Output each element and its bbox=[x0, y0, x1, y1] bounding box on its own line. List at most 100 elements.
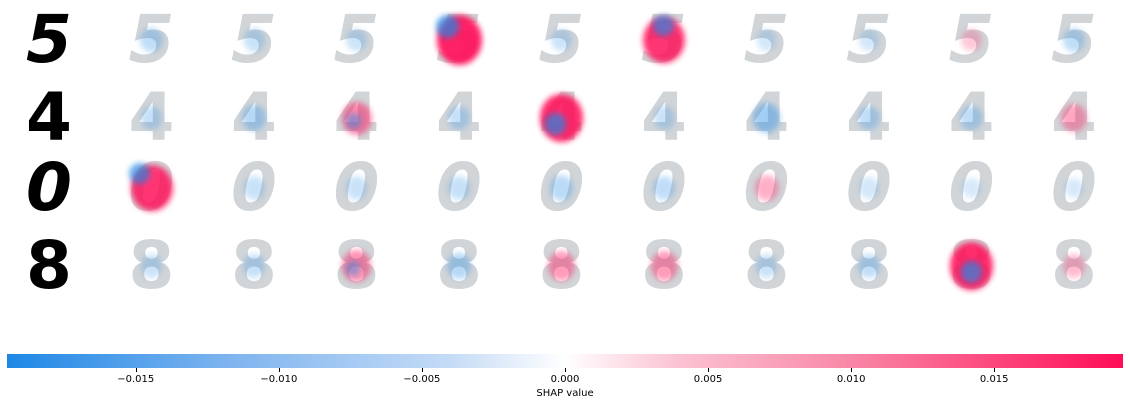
shap-map-cell: 0 bbox=[732, 153, 802, 223]
negative-shap-blob bbox=[960, 105, 983, 131]
negative-shap-blob bbox=[653, 15, 675, 37]
colorbar-tick-mark bbox=[708, 368, 710, 372]
shap-map-cell: 4 bbox=[937, 83, 1007, 153]
ghost-digit-glyph: 0 bbox=[846, 149, 892, 226]
ghost-digit-glyph: 5 bbox=[846, 1, 892, 78]
ghost-digit-glyph: 5 bbox=[231, 1, 277, 78]
shap-map-cell: 8 bbox=[629, 231, 699, 301]
negative-shap-blob bbox=[448, 106, 470, 130]
ghost-digit-glyph: 4 bbox=[333, 79, 380, 156]
negative-shap-blob bbox=[549, 175, 574, 201]
positive-shap-blob bbox=[961, 28, 982, 52]
digit-glyph: 0 bbox=[26, 149, 72, 226]
colorbar-tick-mark bbox=[565, 368, 566, 372]
negative-shap-blob bbox=[756, 29, 777, 51]
ghost-digit-glyph: 0 bbox=[231, 149, 277, 226]
shap-map-cell: 4 bbox=[629, 83, 699, 153]
shap-map-cell: 5 bbox=[732, 5, 802, 75]
negative-shap-blob bbox=[448, 176, 470, 200]
negative-shap-blob bbox=[346, 176, 367, 200]
negative-shap-blob bbox=[1062, 27, 1086, 53]
digit-glyph: 8 bbox=[26, 227, 72, 304]
shap-map-cell: 8 bbox=[117, 231, 187, 301]
ghost-digit-glyph: 5 bbox=[743, 1, 790, 78]
shap-map-cell: 4 bbox=[732, 83, 802, 153]
shap-map-cell: 4 bbox=[834, 83, 904, 153]
ghost-digit-glyph: 5 bbox=[128, 1, 175, 78]
ghost-digit-glyph: 0 bbox=[436, 149, 482, 226]
ghost-digit-glyph: 0 bbox=[743, 149, 790, 226]
ghost-digit-glyph: 4 bbox=[436, 79, 482, 156]
ghost-digit-glyph: 0 bbox=[641, 149, 687, 226]
original-digit-4: 4 bbox=[14, 83, 84, 153]
shap-map-cell: 8 bbox=[424, 231, 494, 301]
negative-shap-blob bbox=[128, 163, 150, 185]
shap-map-cell: 5 bbox=[527, 5, 597, 75]
original-digit-0: 0 bbox=[14, 153, 84, 223]
colorbar-tick-label: 0.000 bbox=[550, 374, 580, 385]
colorbar bbox=[7, 354, 1123, 368]
negative-shap-blob bbox=[243, 176, 265, 200]
negative-shap-blob bbox=[544, 113, 567, 135]
positive-shap-blob bbox=[341, 101, 372, 135]
ghost-digit-glyph: 4 bbox=[846, 79, 892, 156]
negative-shap-blob bbox=[436, 15, 459, 38]
negative-shap-blob bbox=[1064, 177, 1084, 199]
shap-map-cell: 4 bbox=[424, 83, 494, 153]
shap-map-cell: 5 bbox=[1039, 5, 1109, 75]
colorbar-tick-label: 0.015 bbox=[979, 374, 1009, 385]
shap-map-cell: 8 bbox=[219, 231, 289, 301]
negative-shap-blob bbox=[141, 254, 162, 278]
shap-map-cell: 0 bbox=[219, 153, 289, 223]
negative-shap-blob bbox=[859, 29, 879, 51]
negative-shap-blob bbox=[242, 104, 266, 132]
negative-shap-blob bbox=[652, 175, 676, 201]
shap-map-cell: 5 bbox=[424, 5, 494, 75]
shap-map-cell: 4 bbox=[527, 83, 597, 153]
ghost-digit-glyph: 8 bbox=[846, 227, 892, 304]
shap-map-cell: 4 bbox=[322, 83, 392, 153]
shap-map-cell: 0 bbox=[1039, 153, 1109, 223]
shap-map-cell: 5 bbox=[322, 5, 392, 75]
negative-shap-blob bbox=[243, 254, 265, 278]
original-digit-5: 5 bbox=[14, 5, 84, 75]
ghost-digit-glyph: 5 bbox=[1051, 1, 1097, 78]
negative-shap-blob bbox=[756, 254, 777, 278]
ghost-digit-glyph: 0 bbox=[1051, 149, 1097, 226]
ghost-digit-glyph: 4 bbox=[231, 79, 277, 156]
positive-shap-blob bbox=[548, 251, 575, 281]
shap-map-cell: 0 bbox=[117, 153, 187, 223]
ghost-digit-glyph: 8 bbox=[436, 227, 482, 304]
negative-shap-blob bbox=[753, 103, 780, 133]
negative-shap-blob bbox=[857, 253, 881, 279]
negative-shap-blob bbox=[140, 27, 163, 53]
shap-map-cell: 0 bbox=[834, 153, 904, 223]
shap-map-cell: 5 bbox=[937, 5, 1007, 75]
shap-map-cell: 4 bbox=[219, 83, 289, 153]
shap-map-cell: 8 bbox=[732, 231, 802, 301]
shap-image-grid: 5555555555544444444444000000000008888888… bbox=[14, 1, 1109, 304]
shap-map-cell: 8 bbox=[527, 231, 597, 301]
colorbar-tick-mark bbox=[994, 368, 996, 372]
negative-shap-blob bbox=[346, 28, 367, 52]
ghost-digit-glyph: 0 bbox=[333, 149, 380, 226]
colorbar-label: SHAP value bbox=[536, 388, 594, 399]
colorbar-tick-label: 0.010 bbox=[836, 374, 866, 385]
ghost-digit-glyph: 4 bbox=[1051, 79, 1097, 156]
ghost-digit-glyph: 5 bbox=[538, 1, 585, 78]
shap-map-cell: 4 bbox=[117, 83, 187, 153]
colorbar-tick-label: 0.005 bbox=[693, 374, 723, 385]
positive-shap-blob bbox=[754, 174, 779, 202]
colorbar-tick-mark bbox=[278, 368, 280, 372]
negative-shap-blob bbox=[345, 261, 361, 276]
negative-shap-blob bbox=[857, 105, 881, 131]
shap-map-cell: 0 bbox=[322, 153, 392, 223]
negative-shap-blob bbox=[243, 28, 265, 52]
shap-map-cell: 8 bbox=[937, 231, 1007, 301]
ghost-digit-glyph: 4 bbox=[743, 79, 790, 156]
ghost-digit-glyph: 8 bbox=[1051, 227, 1097, 304]
shap-map-cell: 4 bbox=[1039, 83, 1109, 153]
shap-map-cell: 5 bbox=[117, 5, 187, 75]
colorbar-tick-mark bbox=[421, 368, 423, 372]
positive-shap-blob bbox=[1061, 103, 1087, 133]
